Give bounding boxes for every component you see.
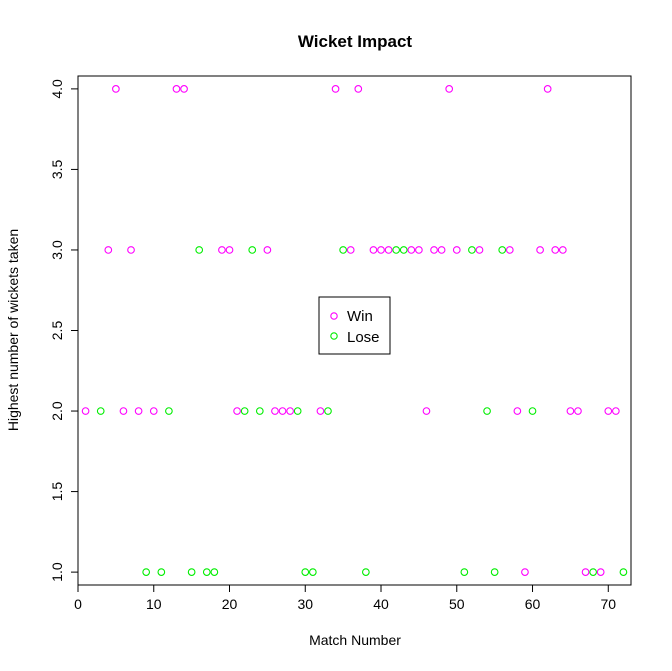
legend: Win Lose — [318, 296, 391, 355]
data-point-win — [180, 85, 188, 93]
data-point-lose — [301, 568, 310, 576]
data-point-win — [104, 246, 113, 254]
data-point-lose — [210, 568, 219, 576]
data-point-lose — [339, 246, 347, 254]
data-point-win — [331, 85, 340, 93]
data-points — [81, 85, 628, 576]
data-point-lose — [255, 407, 264, 415]
data-point-win — [271, 407, 279, 415]
data-point-win — [574, 407, 582, 415]
data-point-win — [316, 407, 325, 415]
data-point-win — [149, 407, 158, 415]
data-point-lose — [362, 568, 370, 576]
data-point-win — [611, 407, 620, 415]
data-point-win — [475, 246, 484, 254]
legend-box — [318, 296, 391, 355]
y-tick-label: 3.5 — [49, 159, 65, 179]
y-tick-label: 1.0 — [49, 562, 65, 582]
x-tick-label: 10 — [146, 596, 162, 612]
data-point-lose — [248, 246, 257, 254]
data-point-lose — [589, 568, 597, 576]
chart-title: Wicket Impact — [298, 32, 412, 51]
data-point-win — [286, 407, 294, 415]
data-point-lose — [195, 246, 204, 254]
data-point-win — [551, 246, 560, 254]
y-tick-label: 4.0 — [49, 79, 65, 99]
data-point-win — [384, 246, 393, 254]
data-point-win — [430, 246, 438, 254]
data-point-win — [604, 407, 613, 415]
data-point-win — [278, 407, 287, 415]
data-point-win — [134, 407, 143, 415]
data-point-lose — [308, 568, 317, 576]
data-point-win — [422, 407, 431, 415]
data-point-win — [172, 85, 181, 93]
x-axis: 0 10 20 30 40 50 60 70 — [74, 584, 616, 612]
x-tick-label: 50 — [449, 596, 465, 612]
data-point-win — [596, 568, 605, 576]
x-tick-label: 0 — [74, 596, 82, 612]
data-point-win — [81, 407, 90, 415]
y-tick-label: 2.5 — [49, 321, 65, 341]
x-tick-label: 60 — [525, 596, 541, 612]
data-point-lose — [468, 246, 476, 254]
data-point-win — [119, 407, 128, 415]
y-axis: 1.0 1.5 2.0 2.5 3.0 3.5 4.0 — [49, 79, 79, 582]
data-point-lose — [498, 246, 507, 254]
data-point-win — [369, 246, 378, 254]
data-point-win — [346, 246, 355, 254]
data-point-lose — [240, 407, 249, 415]
data-point-lose — [293, 407, 302, 415]
legend-marker-lose — [330, 332, 338, 340]
data-point-win — [505, 246, 514, 254]
data-point-win — [536, 246, 544, 254]
x-tick-label: 20 — [222, 596, 238, 612]
data-point-lose — [142, 568, 151, 576]
legend-label-lose: Lose — [347, 329, 380, 346]
x-tick-label: 40 — [373, 596, 389, 612]
x-tick-label: 70 — [600, 596, 616, 612]
data-point-win — [263, 246, 272, 254]
data-point-lose — [165, 407, 173, 415]
x-tick-label: 30 — [297, 596, 313, 612]
legend-label-win: Win — [347, 308, 373, 325]
data-point-lose — [157, 568, 166, 576]
data-point-lose — [187, 568, 196, 576]
y-tick-label: 1.5 — [49, 482, 65, 502]
data-point-win — [581, 568, 590, 576]
data-point-lose — [392, 246, 401, 254]
data-point-lose — [528, 407, 537, 415]
data-point-lose — [399, 246, 408, 254]
data-point-lose — [324, 407, 332, 415]
data-point-win — [415, 246, 423, 254]
data-point-win — [445, 85, 454, 93]
y-tick-label: 2.0 — [49, 401, 65, 421]
y-axis-label: Highest number of wickets taken — [5, 229, 21, 431]
data-point-win — [218, 246, 226, 254]
data-point-win — [437, 246, 446, 254]
data-point-win — [225, 246, 234, 254]
data-point-lose — [490, 568, 499, 576]
data-point-win — [112, 85, 120, 93]
legend-marker-win — [330, 312, 338, 320]
x-axis-label: Match Number — [309, 632, 401, 648]
data-point-lose — [460, 568, 469, 576]
data-point-win — [377, 246, 385, 254]
data-point-win — [233, 407, 241, 415]
data-point-win — [407, 246, 416, 254]
data-point-lose — [483, 407, 491, 415]
data-point-win — [452, 246, 461, 254]
data-point-win — [521, 568, 529, 576]
data-point-win — [354, 85, 363, 93]
y-tick-label: 3.0 — [49, 240, 65, 260]
data-point-lose — [202, 568, 211, 576]
data-point-win — [513, 407, 522, 415]
data-point-lose — [96, 407, 105, 415]
data-point-win — [558, 246, 567, 254]
data-point-lose — [619, 568, 628, 576]
data-point-win — [543, 85, 552, 93]
data-point-win — [566, 407, 575, 415]
data-point-win — [127, 246, 135, 254]
